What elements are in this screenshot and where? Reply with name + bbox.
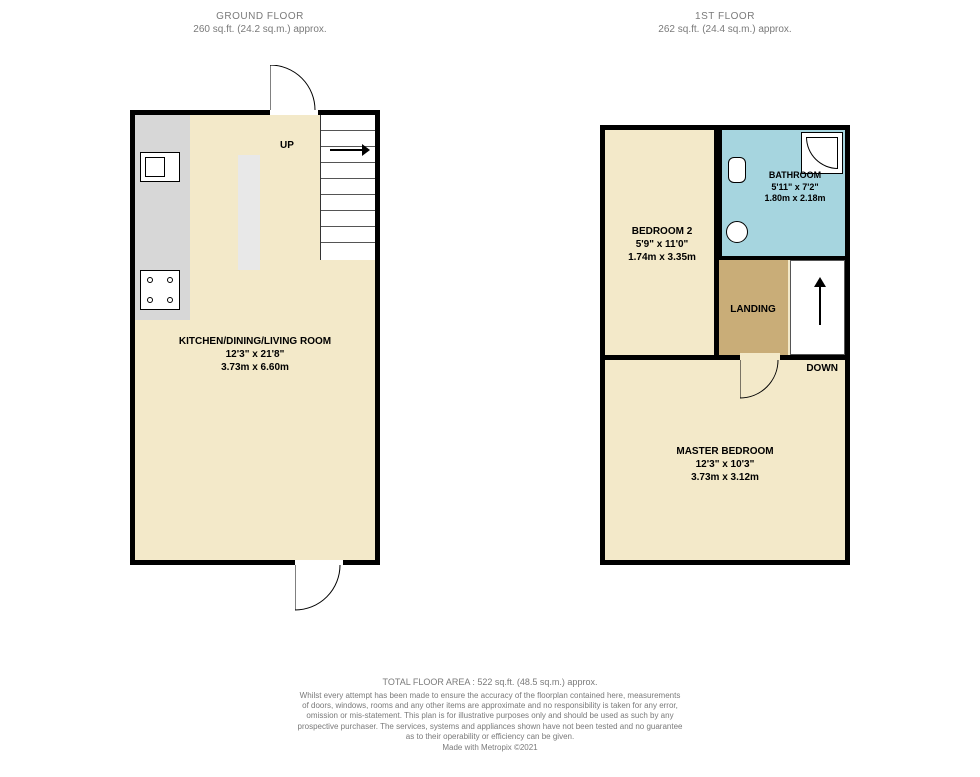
bedroom2-name: BEDROOM 2 bbox=[612, 225, 712, 238]
stair-arrow-icon bbox=[810, 275, 830, 325]
footer-line: prospective purchaser. The services, sys… bbox=[120, 722, 860, 732]
footer-line: as to their operability or efficiency ca… bbox=[120, 732, 860, 742]
ground-floor-area: 260 sq.ft. (24.2 sq.m.) approx. bbox=[150, 23, 370, 36]
basin-fixture bbox=[726, 221, 748, 243]
bathroom-name: BATHROOM bbox=[745, 170, 845, 182]
bathroom-met: 1.80m x 2.18m bbox=[745, 193, 845, 205]
master-door-arc bbox=[740, 360, 780, 400]
ground-floor-plan: UP KITCHEN/DINING/LIVING ROOM 12'3" x 21… bbox=[130, 110, 380, 570]
toilet-fixture bbox=[728, 157, 746, 183]
bedroom2-label: BEDROOM 2 5'9" x 11'0" 1.74m x 3.35m bbox=[612, 225, 712, 264]
first-floor-plan: DOWN BEDROOM 2 5'9" x 11'0" 1.74m x 3.35… bbox=[600, 125, 850, 565]
kitchen-living-name: KITCHEN/DINING/LIVING ROOM bbox=[155, 335, 355, 348]
ground-floor-title: GROUND FLOOR bbox=[150, 10, 370, 23]
ground-floor-header: GROUND FLOOR 260 sq.ft. (24.2 sq.m.) app… bbox=[150, 10, 370, 36]
footer-line: omission or mis-statement. This plan is … bbox=[120, 711, 860, 721]
bathroom-imp: 5'11" x 7'2" bbox=[745, 182, 845, 194]
first-floor-header: 1ST FLOOR 262 sq.ft. (24.4 sq.m.) approx… bbox=[615, 10, 835, 36]
ground-door-top-arc bbox=[270, 65, 318, 113]
footer-block: TOTAL FLOOR AREA : 522 sq.ft. (48.5 sq.m… bbox=[0, 677, 980, 753]
staircase-up bbox=[320, 115, 375, 260]
bedroom2-imp: 5'9" x 11'0" bbox=[612, 238, 712, 251]
first-floor-area: 262 sq.ft. (24.4 sq.m.) approx. bbox=[615, 23, 835, 36]
master-label: MASTER BEDROOM 12'3" x 10'3" 3.73m x 3.1… bbox=[645, 445, 805, 484]
footer-line: Whilst every attempt has been made to en… bbox=[120, 691, 860, 701]
bed2-wall bbox=[714, 130, 719, 358]
landing-label: LANDING bbox=[720, 303, 786, 316]
bathroom-label: BATHROOM 5'11" x 7'2" 1.80m x 2.18m bbox=[745, 170, 845, 205]
footer-line: Made with Metropix ©2021 bbox=[120, 743, 860, 753]
kitchen-living-label: KITCHEN/DINING/LIVING ROOM 12'3" x 21'8"… bbox=[155, 335, 355, 374]
up-label: UP bbox=[280, 140, 294, 151]
ground-door-bottom-arc bbox=[295, 565, 343, 613]
hob-fixture bbox=[140, 270, 180, 310]
up-arrow-icon bbox=[330, 140, 370, 160]
master-wall bbox=[605, 355, 845, 360]
kitchen-living-met: 3.73m x 6.60m bbox=[155, 361, 355, 374]
shower-fixture bbox=[801, 132, 843, 174]
first-floor-title: 1ST FLOOR bbox=[615, 10, 835, 23]
down-label: DOWN bbox=[806, 363, 838, 374]
kitchen-island bbox=[238, 155, 260, 270]
footer-line: of doors, windows, rooms and any other i… bbox=[120, 701, 860, 711]
master-name: MASTER BEDROOM bbox=[645, 445, 805, 458]
footer-total: TOTAL FLOOR AREA : 522 sq.ft. (48.5 sq.m… bbox=[120, 677, 860, 689]
master-met: 3.73m x 3.12m bbox=[645, 471, 805, 484]
sink-fixture bbox=[140, 152, 180, 182]
bedroom2-met: 1.74m x 3.35m bbox=[612, 251, 712, 264]
kitchen-living-imp: 12'3" x 21'8" bbox=[155, 348, 355, 361]
master-imp: 12'3" x 10'3" bbox=[645, 458, 805, 471]
